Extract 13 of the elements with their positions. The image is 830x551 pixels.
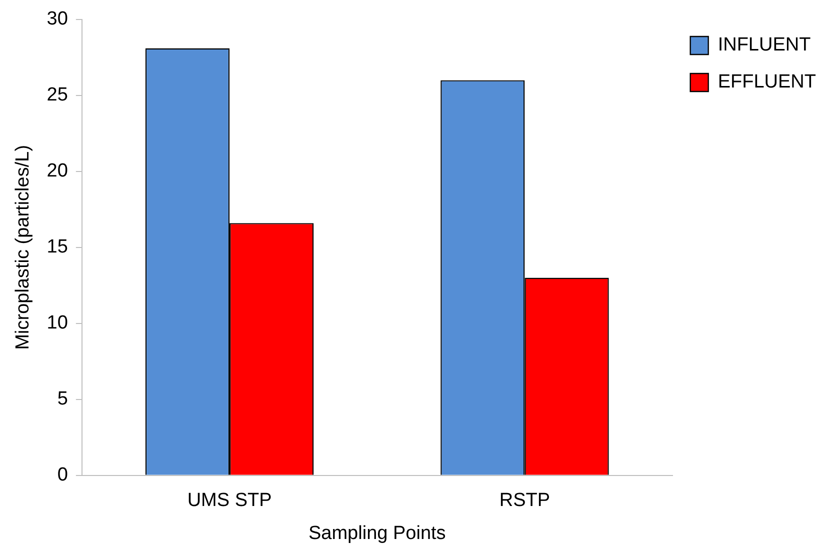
y-tick-label: 10 [46, 312, 68, 334]
y-tick-label: 25 [46, 84, 68, 106]
legend-label: INFLUENT [718, 34, 812, 56]
x-tick-label: UMS STP [187, 490, 272, 512]
y-tick-label: 0 [57, 464, 68, 486]
y-tick-label: 5 [57, 388, 68, 410]
x-tick-label: RSTP [499, 490, 550, 512]
x-axis-title: Sampling Points [308, 522, 446, 544]
y-tick-label: 15 [46, 236, 68, 258]
y-tick-label: 20 [46, 160, 68, 182]
y-tick-label: 30 [46, 8, 68, 30]
y-axis-title: Microplastic (particles/L) [12, 144, 34, 350]
legend-label: EFFLUENT [718, 72, 816, 93]
